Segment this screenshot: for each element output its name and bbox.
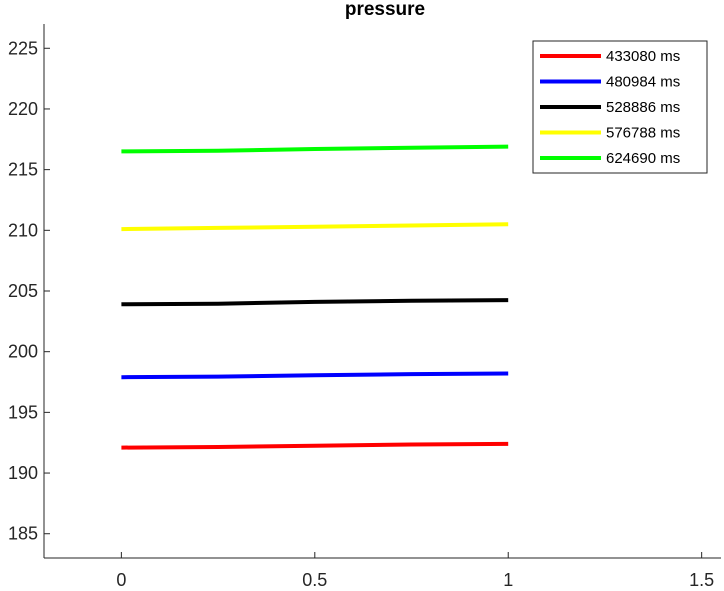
series-line: [121, 222, 509, 232]
y-tick-label: 225: [8, 38, 38, 58]
x-tick-label: 1: [503, 570, 513, 590]
legend-label: 433080 ms: [606, 48, 680, 65]
plot-axes: 185 190 195 200 205 210 215 220 225 0 0.5 1 1.5: [8, 24, 721, 590]
x-tick-label: 0: [116, 570, 126, 590]
plot-series: [121, 144, 509, 450]
legend-label: 576788 ms: [606, 125, 680, 142]
chart-title: pressure: [345, 0, 425, 20]
y-tick-label: 195: [8, 402, 38, 422]
series-line: [121, 441, 509, 450]
y-tick-label: 190: [8, 463, 38, 483]
y-tick-label: 215: [8, 160, 38, 180]
y-tick-label: 220: [8, 99, 38, 119]
series-line: [121, 144, 509, 154]
y-tick-label: 210: [8, 220, 38, 240]
legend-label: 480984 ms: [606, 74, 680, 91]
series-line: [121, 298, 509, 307]
x-tick-label: 0.5: [302, 570, 327, 590]
y-tick-label: 185: [8, 524, 38, 544]
x-tick-label: 1.5: [689, 570, 714, 590]
legend-label: 528886 ms: [606, 99, 680, 116]
legend: 433080 ms 480984 ms 528886 ms 576788 ms 6246…: [532, 40, 708, 174]
series-line: [121, 371, 509, 380]
y-tick-label: 205: [8, 281, 38, 301]
legend-label: 624690 ms: [606, 150, 680, 167]
y-tick-label: 200: [8, 342, 38, 362]
